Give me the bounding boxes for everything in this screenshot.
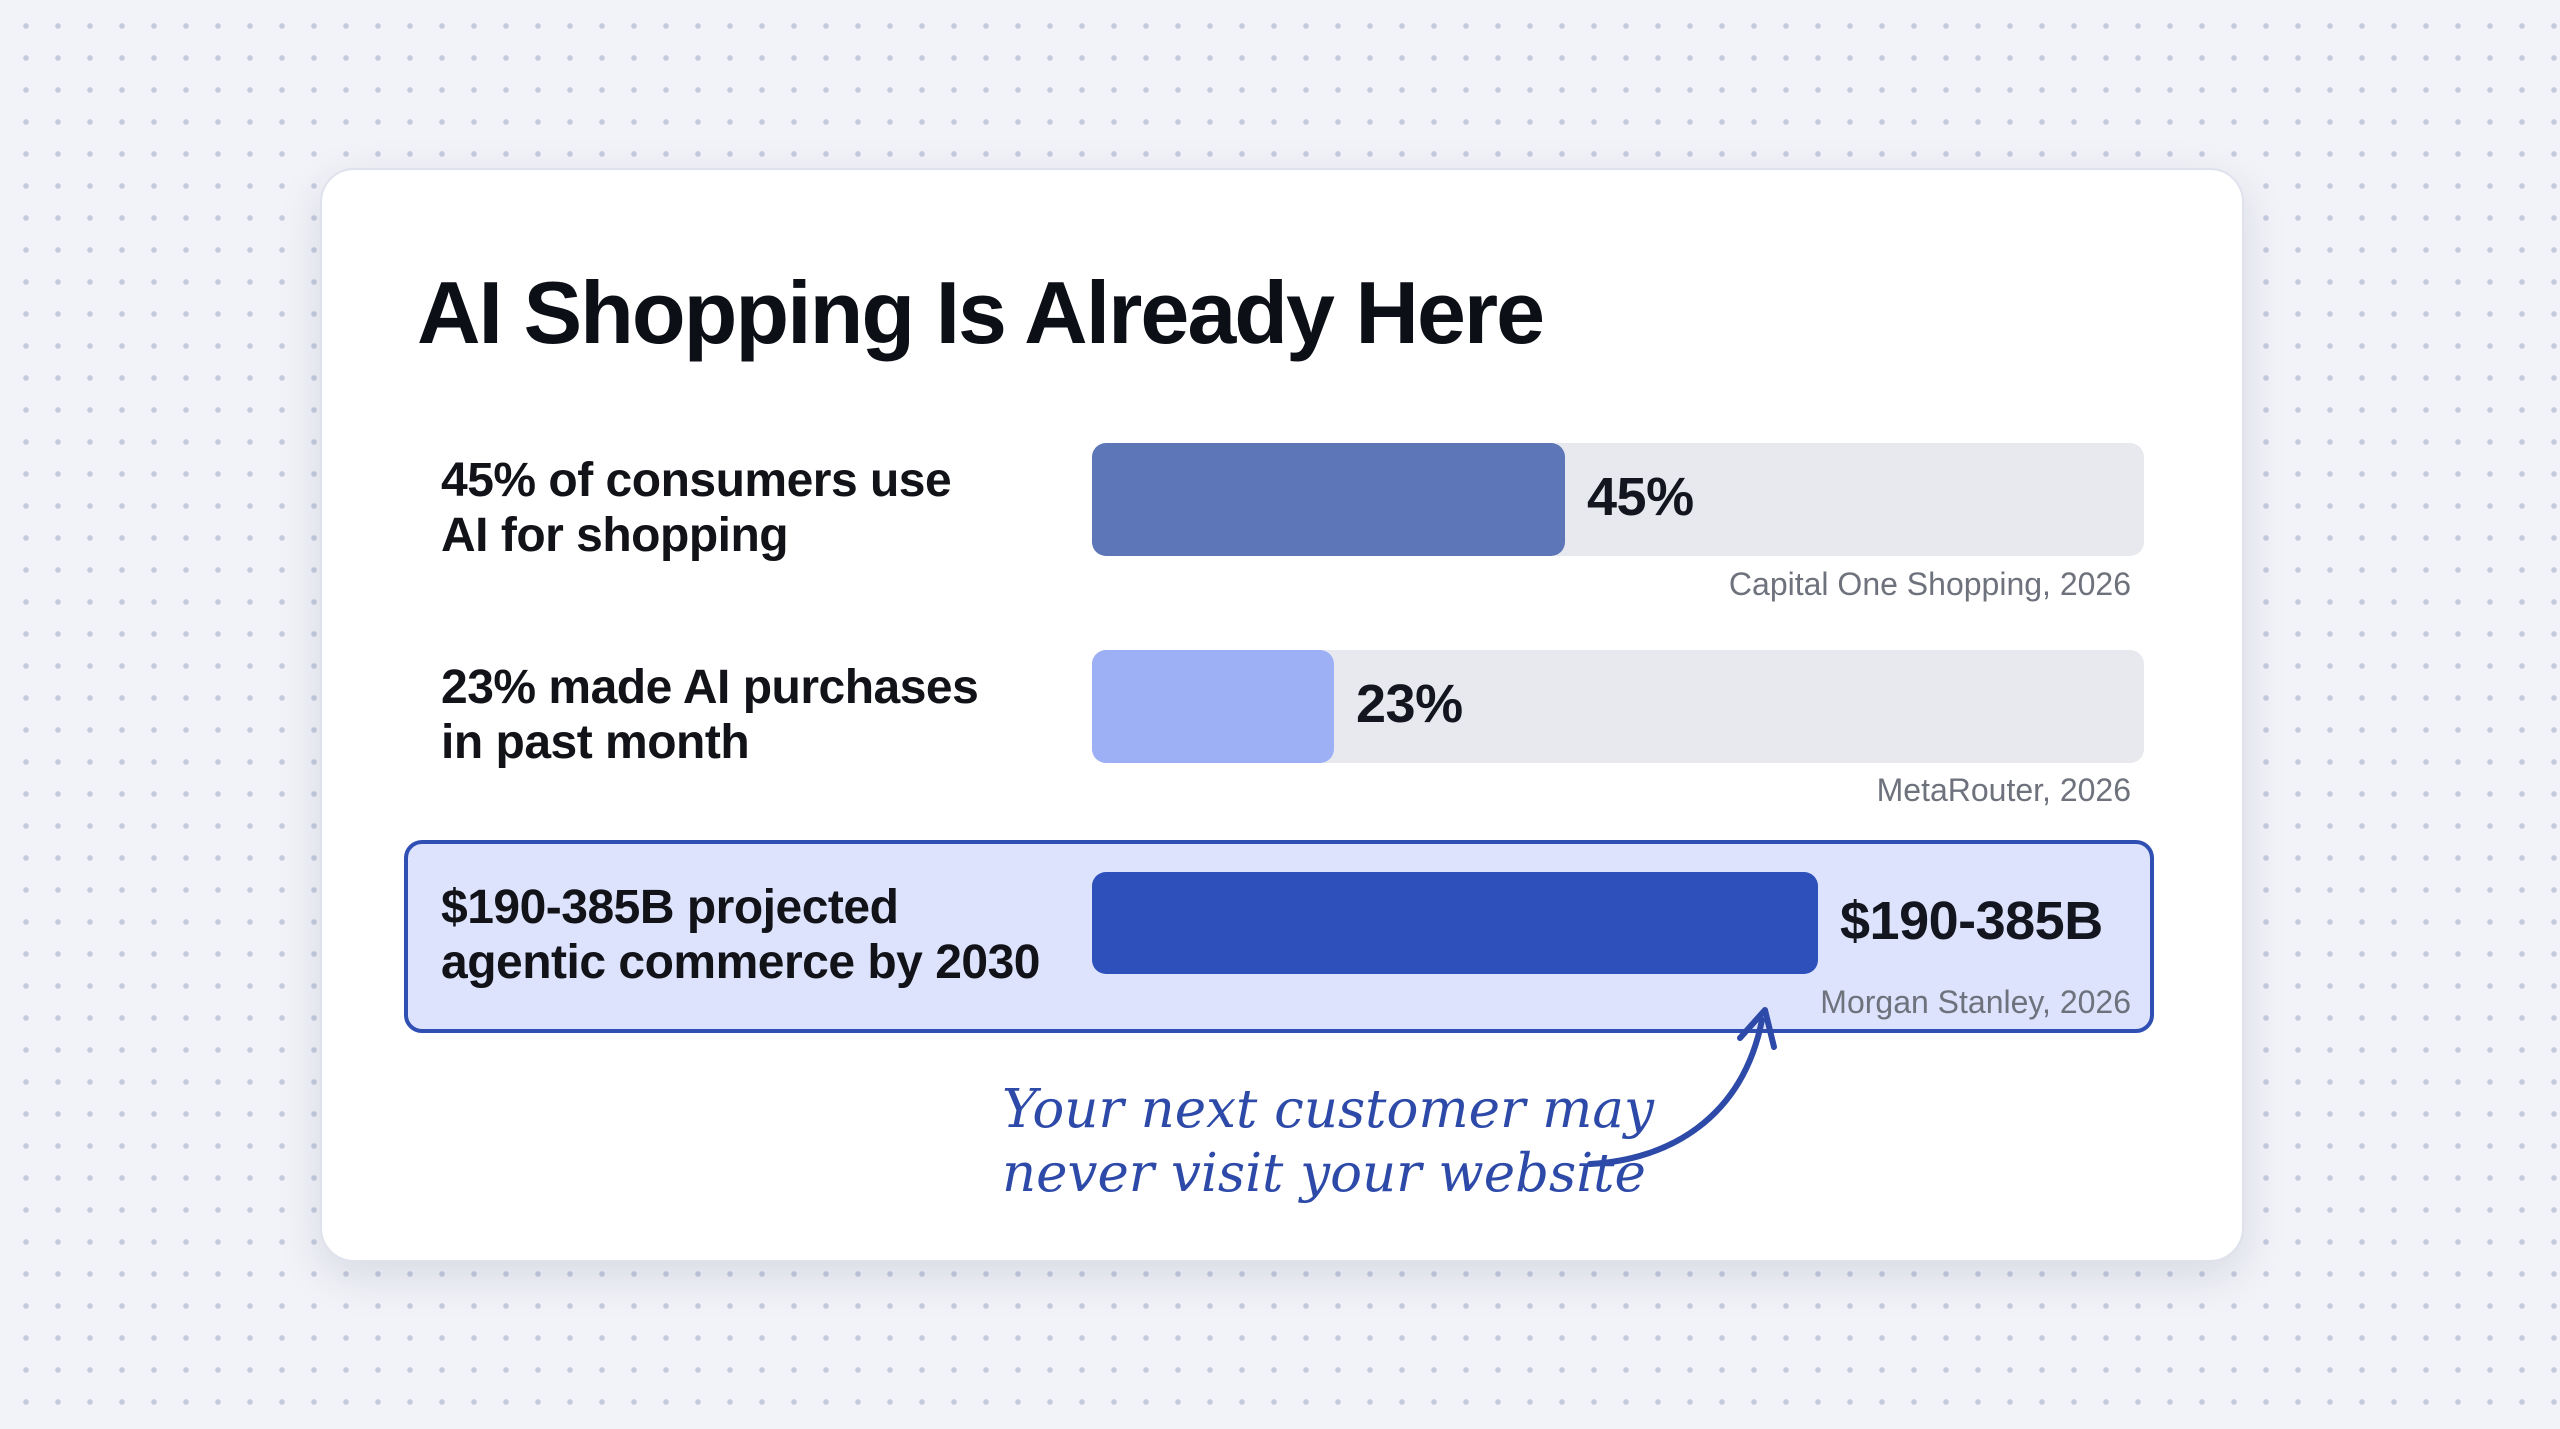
bar-agentic-commerce (1092, 872, 1818, 974)
row-label-line: 45% of consumers use (441, 454, 952, 507)
source-label: MetaRouter, 2026 (1876, 772, 2131, 808)
row-label-line: agentic commerce by 2030 (441, 936, 1041, 989)
annotation-line: never visit your website (1002, 1143, 1646, 1204)
row-label-line: AI for shopping (441, 509, 789, 562)
bar-consumers (1092, 443, 1565, 556)
annotation-line: Your next customer may (1002, 1079, 1654, 1140)
annotation-note: Your next customer may never visit your … (1002, 1078, 1654, 1206)
bar-value-label: $190-385B (1840, 891, 2103, 951)
bar-value-label: 23% (1356, 674, 1463, 734)
row-label-line: $190-385B projected (441, 881, 899, 934)
chart-card: AI Shopping Is Already Here 45% of consu… (320, 168, 2244, 1262)
row-label-purchases: 23% made AI purchases in past month (441, 660, 1081, 770)
source-label: Morgan Stanley, 2026 (1820, 984, 2131, 1020)
row-label-line: 23% made AI purchases (441, 661, 979, 714)
row-label-agentic-commerce: $190-385B projected agentic commerce by … (441, 880, 1081, 990)
bar-purchases (1092, 650, 1334, 763)
chart-title: AI Shopping Is Already Here (417, 263, 1545, 362)
row-label-consumers: 45% of consumers use AI for shopping (441, 453, 1081, 563)
bar-value-label: 45% (1587, 467, 1694, 527)
source-label: Capital One Shopping, 2026 (1728, 566, 2131, 602)
row-label-line: in past month (441, 716, 750, 769)
